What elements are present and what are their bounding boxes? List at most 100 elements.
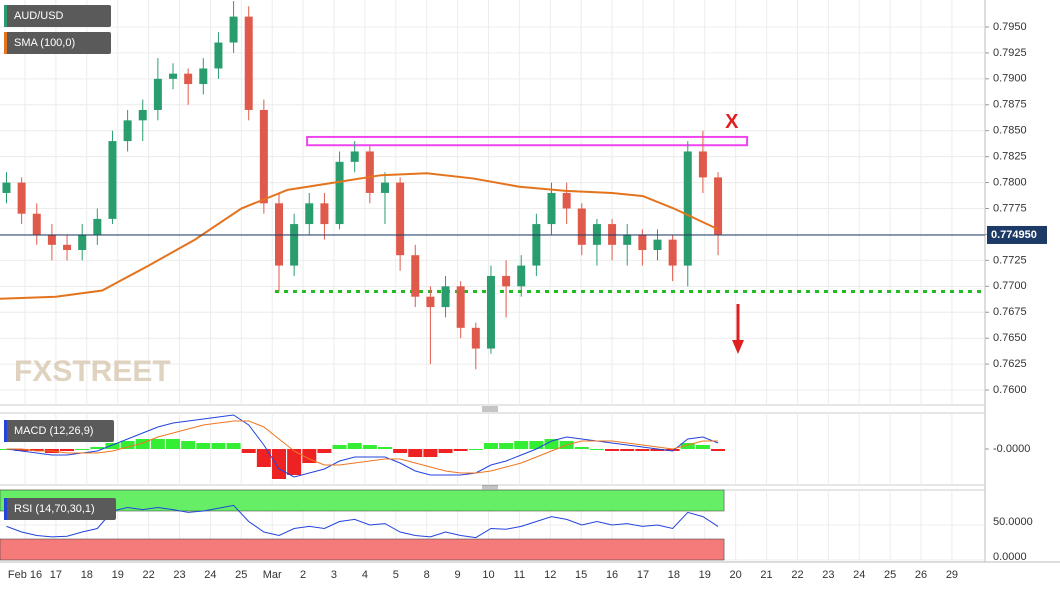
x-tick-label: Mar (263, 569, 282, 581)
price-tag (987, 225, 1047, 244)
macd-histogram-bar (150, 439, 165, 449)
candle-body (426, 296, 435, 308)
x-tick-label: 19 (699, 569, 711, 581)
y-tick-label: 0.7725 (993, 254, 1027, 266)
y-tick-label: 0.7700 (993, 280, 1027, 292)
macd-histogram-bar (60, 449, 75, 451)
candle-body (2, 182, 11, 193)
macd-histogram-bar (514, 441, 529, 449)
legend-chip (4, 5, 7, 27)
candle-body (138, 109, 147, 121)
macd-histogram-bar (14, 449, 29, 451)
macd-histogram-bar (105, 443, 120, 449)
x-tick-label: 18 (668, 569, 680, 581)
sma-line (0, 172, 719, 300)
macd-histogram-bar (620, 449, 635, 451)
macd-histogram-bar (226, 443, 241, 449)
y-tick-label: 0.7850 (993, 125, 1027, 137)
macd-histogram-bar (544, 439, 559, 449)
candle-body (199, 68, 208, 85)
macd-histogram-bar (287, 449, 302, 475)
x-tick-label: 23 (822, 569, 834, 581)
candle-body (698, 151, 707, 178)
y-tick-label: 0.7950 (993, 21, 1027, 33)
x-tick-label: 25 (235, 569, 247, 581)
candle-body (547, 192, 556, 225)
x-tick-label: 29 (946, 569, 958, 581)
macd-histogram-bar (272, 449, 287, 479)
y-tick-label: 0.7650 (993, 332, 1027, 344)
macd-histogram-bar (423, 449, 438, 457)
candle-body (123, 120, 132, 142)
macd-histogram-bar (468, 449, 483, 450)
y-tick-label: 0.7775 (993, 202, 1027, 214)
macd-histogram-bar (377, 447, 392, 449)
x-tick-label: 24 (204, 569, 216, 581)
x-tick-label: 4 (362, 569, 368, 581)
x-tick-label: 12 (544, 569, 556, 581)
macd-histogram-bar (408, 449, 423, 457)
candle-body (108, 141, 117, 219)
candle-body (335, 161, 344, 225)
macd-histogram-bar (393, 449, 408, 453)
candle-body (471, 327, 480, 349)
macd-histogram-bar (211, 443, 226, 449)
candle-body (290, 224, 299, 266)
candle-body (184, 73, 193, 85)
candle-body (93, 218, 102, 235)
x-tick-label: 25 (884, 569, 896, 581)
macd-histogram-bar (135, 439, 150, 449)
y-tick-label: 0.7800 (993, 176, 1027, 188)
candle-body (350, 151, 359, 162)
macd-histogram-bar (665, 449, 680, 451)
x-tick-label: 16 (606, 569, 618, 581)
macd-histogram-bar (438, 449, 453, 453)
macd-histogram-bar (347, 443, 362, 449)
macd-histogram-bar (90, 447, 105, 449)
x-tick-label: 17 (637, 569, 649, 581)
x-tick-label: 24 (853, 569, 865, 581)
candle-body (714, 177, 723, 235)
annotation: X (725, 111, 739, 133)
candle-body (380, 182, 389, 193)
macd-histogram-bar (680, 443, 695, 449)
legend-chip (4, 32, 7, 54)
x-tick-label: 11 (514, 569, 525, 581)
candle-body (486, 275, 495, 349)
candle-body (608, 224, 617, 245)
x-tick-label: 17 (50, 569, 62, 581)
candle-body (441, 286, 450, 308)
price-tag-label: 0.774950 (991, 229, 1037, 241)
macd-histogram-bar (241, 449, 256, 453)
macd-histogram-bar (166, 439, 181, 449)
macd-histogram-bar (75, 449, 90, 450)
x-tick-label: 3 (331, 569, 337, 581)
candle-body (305, 203, 314, 225)
x-tick-label: 15 (575, 569, 587, 581)
macd-histogram-bar (605, 449, 620, 451)
candle-body (456, 286, 465, 328)
candle-body (259, 109, 268, 204)
macd-histogram-bar (499, 443, 514, 449)
macd-histogram-bar (695, 445, 710, 449)
candle-body (668, 239, 677, 266)
macd-histogram-bar (529, 441, 544, 449)
x-tick-label: 22 (142, 569, 154, 581)
oversold-band (0, 538, 725, 561)
candle-body (592, 224, 601, 245)
x-tick-label: 2 (300, 569, 306, 581)
candle-body (683, 151, 692, 266)
macd-histogram-bar (483, 443, 498, 449)
watermark: FXSTREET (14, 355, 171, 388)
macd-histogram-bar (589, 449, 604, 450)
x-tick-label: 8 (424, 569, 430, 581)
candle-body (396, 182, 405, 256)
legend-label: RSI (14,70,30,1) (14, 503, 95, 515)
macd-histogram-bar (362, 445, 377, 449)
y-tick-label: -0.0000 (993, 443, 1030, 455)
candle-body (365, 151, 374, 193)
x-tick-label: 5 (393, 569, 399, 581)
x-tick-label: 26 (915, 569, 927, 581)
legend-label: AUD/USD (14, 10, 64, 22)
